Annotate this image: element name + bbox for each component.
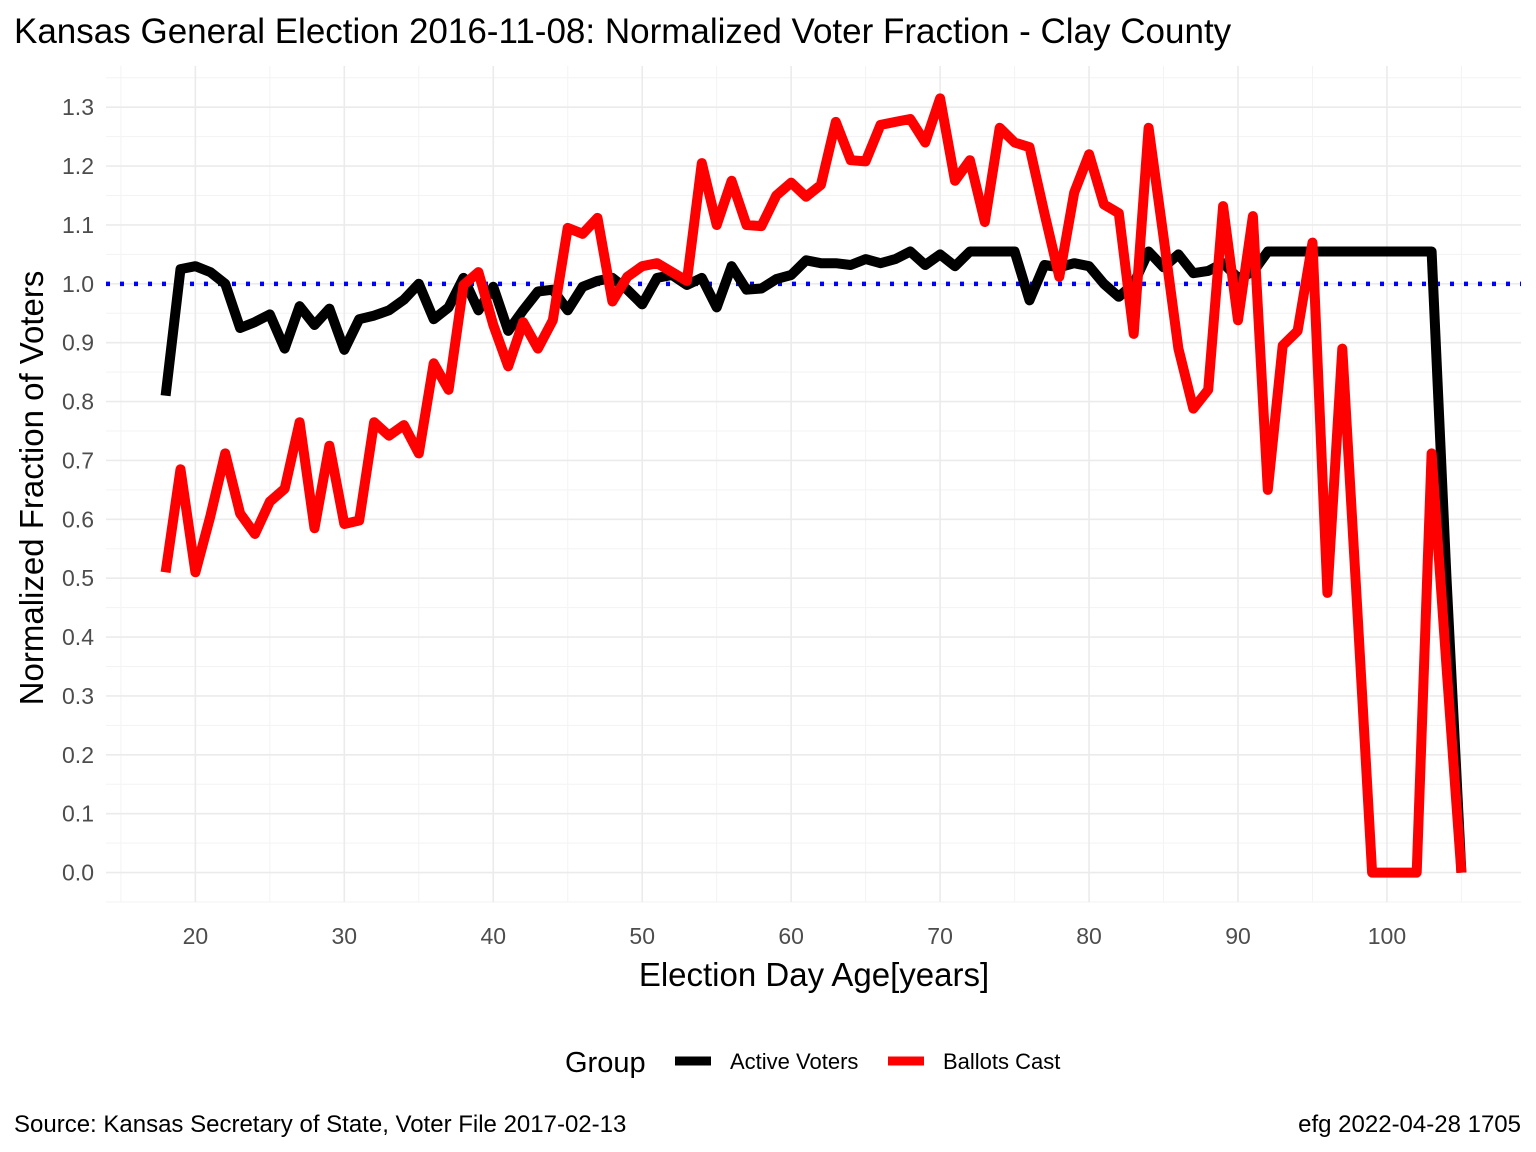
x-tick-label: 50 bbox=[629, 923, 655, 949]
y-tick-label: 0.3 bbox=[62, 683, 94, 709]
y-tick-label: 1.1 bbox=[62, 212, 94, 238]
x-tick-label: 30 bbox=[332, 923, 358, 949]
y-tick-label: 0.6 bbox=[62, 506, 94, 532]
y-tick-label: 0.5 bbox=[62, 565, 94, 591]
x-tick-label: 100 bbox=[1368, 923, 1406, 949]
x-tick-label: 70 bbox=[927, 923, 953, 949]
y-tick-label: 0.1 bbox=[62, 801, 94, 827]
y-tick-label: 1.3 bbox=[62, 94, 94, 120]
legend: Group Active Voters Ballots Cast bbox=[565, 1047, 1060, 1079]
y-tick-label: 0.4 bbox=[62, 624, 94, 650]
chart-title: Kansas General Election 2016-11-08: Norm… bbox=[14, 12, 1232, 51]
y-axis-ticks: 0.0 0.1 0.2 0.3 0.4 0.5 0.6 0.7 0.8 0.9 1.0 1.1 1.2 1… bbox=[62, 94, 94, 885]
y-tick-label: 0.8 bbox=[62, 389, 94, 415]
y-tick-label: 0.2 bbox=[62, 742, 94, 768]
source-caption: Source: Kansas Secretary of State, Voter… bbox=[14, 1111, 626, 1138]
x-tick-label: 40 bbox=[480, 923, 506, 949]
y-axis-title: Normalized Fraction of Voters bbox=[13, 271, 50, 706]
credit-caption: efg 2022-04-28 1705 bbox=[1298, 1111, 1521, 1138]
series-lines bbox=[160, 93, 1467, 878]
series-line-ballots-cast bbox=[160, 93, 1467, 878]
x-tick-label: 80 bbox=[1076, 923, 1102, 949]
y-tick-label: 1.2 bbox=[62, 153, 94, 179]
series-line-active-voters bbox=[160, 246, 1467, 873]
x-tick-label: 90 bbox=[1225, 923, 1251, 949]
y-tick-label: 0.9 bbox=[62, 330, 94, 356]
y-tick-label: 1.0 bbox=[62, 271, 94, 297]
legend-label-active-voters: Active Voters bbox=[730, 1049, 858, 1074]
x-tick-label: 20 bbox=[183, 923, 209, 949]
legend-label-ballots-cast: Ballots Cast bbox=[943, 1049, 1060, 1074]
x-axis-ticks: 20 30 40 50 60 70 80 90 100 bbox=[183, 923, 1407, 949]
y-tick-label: 0.7 bbox=[62, 447, 94, 473]
x-axis-title: Election Day Age[years] bbox=[639, 956, 989, 993]
y-tick-label: 0.0 bbox=[62, 860, 94, 886]
x-tick-label: 60 bbox=[778, 923, 804, 949]
legend-title: Group bbox=[565, 1047, 646, 1079]
